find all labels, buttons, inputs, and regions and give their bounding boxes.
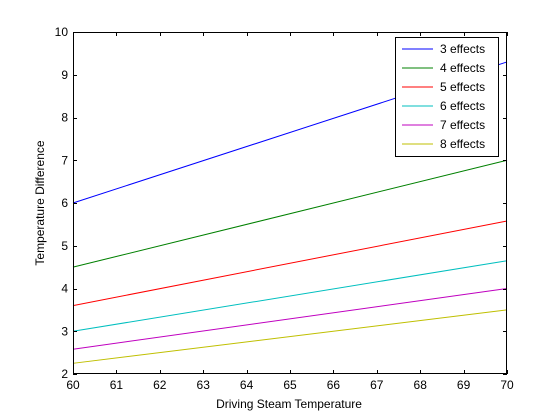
x-tick-label: 67 xyxy=(370,378,384,392)
x-tick-label: 70 xyxy=(500,378,514,392)
x-axis-label: Driving Steam Temperature xyxy=(216,397,362,411)
legend-box xyxy=(395,37,499,157)
y-tick-label: 3 xyxy=(61,324,68,338)
y-tick-label: 8 xyxy=(61,111,68,125)
y-tick-label: 10 xyxy=(55,25,69,39)
y-tick-label: 7 xyxy=(61,153,68,167)
series-line-3 xyxy=(72,220,508,307)
x-tick-label: 62 xyxy=(153,378,167,392)
x-tick-label: 61 xyxy=(110,378,124,392)
legend-label-5: 7 effects xyxy=(440,118,485,132)
y-axis-label: Temperature Difference xyxy=(33,140,47,266)
legend-label-6: 8 effects xyxy=(440,137,485,151)
x-tick-label: 63 xyxy=(197,378,211,392)
legend-label-1: 3 effects xyxy=(440,42,485,56)
x-tick-label: 68 xyxy=(414,378,428,392)
y-tick-label: 6 xyxy=(61,196,68,210)
y-tick-label: 4 xyxy=(61,282,68,296)
legend-label-3: 5 effects xyxy=(440,80,485,94)
x-tick-label: 66 xyxy=(327,378,341,392)
x-tick-label: 65 xyxy=(283,378,297,392)
y-tick-label: 5 xyxy=(61,239,68,253)
x-tick-label: 64 xyxy=(240,378,254,392)
x-tick-label: 69 xyxy=(457,378,471,392)
y-tick-label: 9 xyxy=(61,68,68,82)
x-tick-label: 60 xyxy=(66,378,80,392)
series-line-6 xyxy=(72,309,508,364)
y-tick-label: 2 xyxy=(61,367,68,381)
legend-label-4: 6 effects xyxy=(440,99,485,113)
series-layer xyxy=(72,61,508,364)
legend-label-2: 4 effects xyxy=(440,61,485,75)
legend: 3 effects 4 effects 5 effects 6 effects 7 ef… xyxy=(395,37,499,157)
series-line-2 xyxy=(72,159,508,268)
series-line-5 xyxy=(72,288,508,350)
series-line-4 xyxy=(72,260,508,332)
